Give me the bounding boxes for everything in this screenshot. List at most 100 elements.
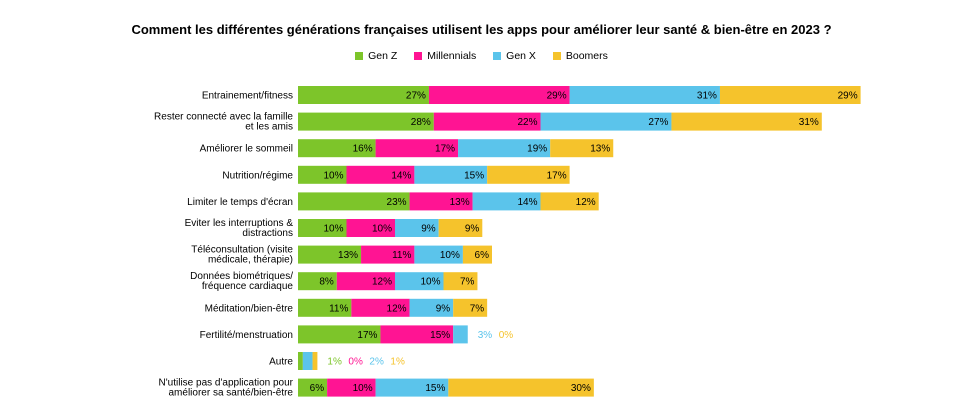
data-label-gen-x: 19% xyxy=(527,144,547,155)
bar-segment-gen-z xyxy=(298,112,434,131)
category-label: Améliorer le sommeil xyxy=(200,144,293,155)
data-label-millennials: 12% xyxy=(372,277,392,288)
bar-segment-gen-z xyxy=(298,219,347,237)
data-label-gen-x: 15% xyxy=(464,170,484,181)
bar-segment-millennials xyxy=(380,325,454,344)
data-label-millennials: 29% xyxy=(547,91,567,102)
category-label: Rester connecté avec la famille et les am… xyxy=(154,112,293,133)
data-label-boomers: 7% xyxy=(460,277,475,288)
category-label: Autre xyxy=(269,357,293,368)
bar-segment-gen-x xyxy=(453,325,468,344)
data-label-boomers: 30% xyxy=(571,383,591,394)
category-label: Méditation/bien-être xyxy=(205,303,294,314)
data-label-millennials: 17% xyxy=(435,144,455,155)
bar-segment-gen-x xyxy=(375,378,449,397)
legend-item-gen-z: Gen Z xyxy=(355,50,397,62)
data-label-boomers: 12% xyxy=(576,197,596,208)
data-label-gen-x: 2% xyxy=(369,357,384,368)
bar-segment-gen-z xyxy=(298,272,337,291)
bar-segment-boomers xyxy=(453,298,488,317)
bar-segment-boomers xyxy=(448,378,594,397)
legend-label-millennials: Millennials xyxy=(427,50,477,62)
data-label-gen-z: 1% xyxy=(327,357,342,368)
legend-label-gen-z: Gen Z xyxy=(368,50,398,62)
data-label-gen-z: 28% xyxy=(411,117,431,128)
bar-segment-millennials xyxy=(361,245,415,264)
bar-segment-boomers xyxy=(540,192,599,211)
bar-segment-gen-z xyxy=(298,165,347,184)
data-label-boomers: 31% xyxy=(799,117,819,128)
bar-segment-gen-z xyxy=(298,298,352,317)
data-label-gen-z: 6% xyxy=(310,383,325,394)
category-label: N'utilise pas d'application pour améliore… xyxy=(159,378,294,399)
data-label-millennials: 11% xyxy=(392,250,411,261)
bar-segment-gen-x xyxy=(540,112,672,131)
data-label-gen-x: 10% xyxy=(440,250,460,261)
legend-item-gen-x: Gen X xyxy=(493,50,536,62)
bar-segment-gen-z xyxy=(298,139,376,158)
data-label-gen-x: 9% xyxy=(436,303,451,314)
data-label-boomers: 13% xyxy=(590,144,610,155)
data-label-boomers: 0% xyxy=(499,330,514,341)
category-label: Données biométriques/fréquence cardiaque xyxy=(190,271,293,292)
data-label-millennials: 0% xyxy=(348,357,363,368)
legend: Gen Z Millennials Gen X Boomers xyxy=(0,50,963,62)
legend-swatch-gen-x xyxy=(493,52,502,60)
legend-label-gen-x: Gen X xyxy=(506,50,536,62)
bar-segment-boomers xyxy=(438,219,483,237)
bar-segment-millennials xyxy=(375,139,459,158)
data-label-millennials: 14% xyxy=(391,170,411,181)
legend-item-millennials: Millennials xyxy=(414,50,476,62)
data-label-boomers: 6% xyxy=(475,250,490,261)
data-label-gen-z: 10% xyxy=(323,224,343,235)
data-label-millennials: 10% xyxy=(372,224,392,235)
bar-segment-millennials xyxy=(351,298,410,317)
category-label: Téléconsultation (visite médicale, thérap… xyxy=(191,245,293,266)
data-label-gen-x: 27% xyxy=(648,117,668,128)
data-label-gen-z: 10% xyxy=(323,170,343,181)
bar-segment-boomers xyxy=(312,352,318,370)
bar-segment-gen-x xyxy=(409,298,454,317)
bar-segment-gen-z xyxy=(298,325,381,344)
bar-segment-gen-z xyxy=(298,86,429,104)
data-label-boomers: 1% xyxy=(390,357,405,368)
data-label-gen-x: 31% xyxy=(697,91,717,102)
data-label-boomers: 7% xyxy=(470,303,485,314)
bar-segment-gen-z xyxy=(298,378,328,397)
data-label-millennials: 15% xyxy=(430,330,450,341)
category-label: Entrainement/fitness xyxy=(202,91,293,102)
legend-swatch-millennials xyxy=(414,52,423,60)
bar-segment-millennials xyxy=(327,378,376,397)
category-label: Fertilité/menstruation xyxy=(200,330,293,341)
data-label-gen-x: 15% xyxy=(425,383,445,394)
data-label-gen-z: 23% xyxy=(387,197,407,208)
bar-segment-boomers xyxy=(443,272,478,291)
bar-segment-millennials xyxy=(346,219,395,237)
data-label-gen-z: 27% xyxy=(406,91,426,102)
data-label-millennials: 13% xyxy=(450,197,470,208)
category-label: Nutrition/régime xyxy=(222,170,293,181)
bar-segment-gen-x xyxy=(472,192,541,211)
data-label-gen-x: 3% xyxy=(478,330,493,341)
data-label-gen-z: 8% xyxy=(319,277,334,288)
data-label-millennials: 12% xyxy=(387,303,407,314)
data-label-gen-z: 13% xyxy=(338,250,358,261)
data-label-boomers: 9% xyxy=(465,224,480,235)
bar-segment-gen-x xyxy=(569,86,720,104)
bar-segment-gen-x xyxy=(414,245,463,264)
bar-segment-boomers xyxy=(550,139,614,158)
data-label-millennials: 22% xyxy=(517,117,537,128)
data-label-millennials: 10% xyxy=(353,383,373,394)
data-label-gen-x: 9% xyxy=(421,224,436,235)
bar-segment-gen-x xyxy=(458,139,551,158)
bar-segment-millennials xyxy=(433,112,541,131)
legend-label-boomers: Boomers xyxy=(565,50,608,62)
legend-swatch-boomers xyxy=(552,52,561,60)
bar-segment-gen-z xyxy=(298,245,362,264)
legend-swatch-gen-z xyxy=(355,52,364,60)
chart-title: Comment les différentes générations fran… xyxy=(131,22,832,37)
bar-segment-millennials xyxy=(346,165,415,184)
bar-segment-boomers xyxy=(487,165,570,184)
